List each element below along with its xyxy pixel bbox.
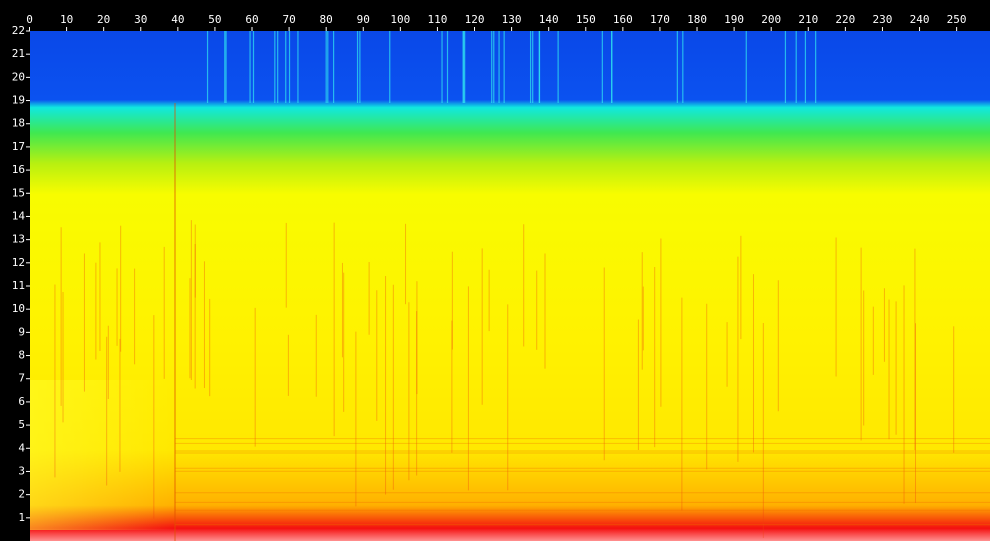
y-tick-label: 21 (12, 47, 25, 60)
x-tick-label: 80 (320, 13, 333, 26)
x-tick-label: 230 (873, 13, 893, 26)
x-tick-label: 50 (208, 13, 221, 26)
y-tick-label: 11 (12, 279, 25, 292)
x-tick-label: 170 (650, 13, 670, 26)
x-tick-label: 150 (576, 13, 596, 26)
streaks (54, 31, 990, 541)
x-tick-label: 160 (613, 13, 633, 26)
x-tick-label: 40 (171, 13, 184, 26)
x-tick-label: 200 (761, 13, 781, 26)
y-tick-label: 2 (18, 488, 25, 501)
x-tick-label: 240 (910, 13, 930, 26)
y-tick-label: 10 (12, 302, 25, 315)
y-tick-label: 12 (12, 256, 25, 269)
x-tick-label: 0 (26, 13, 33, 26)
y-tick-label: 18 (12, 117, 25, 130)
spectrogram (30, 31, 990, 541)
x-tick-label: 130 (502, 13, 522, 26)
x-tick-label: 210 (798, 13, 818, 26)
x-tick-label: 190 (724, 13, 744, 26)
y-tick-label: 17 (12, 140, 25, 153)
y-tick-label: 22 (12, 24, 25, 37)
y-tick-label: 6 (18, 395, 25, 408)
y-tick-label: 9 (18, 325, 25, 338)
y-tick-label: 5 (18, 418, 25, 431)
y-tick-label: 19 (12, 94, 25, 107)
y-tick-label: 8 (18, 349, 25, 362)
x-tick-label: 140 (539, 13, 559, 26)
x-tick-label: 30 (134, 13, 147, 26)
spectrogram-shade (30, 380, 175, 530)
x-tick-label: 250 (947, 13, 967, 26)
x-tick-label: 180 (687, 13, 707, 26)
x-tick-label: 100 (390, 13, 410, 26)
y-tick-label: 1 (18, 511, 25, 524)
y-tick-label: 3 (18, 464, 25, 477)
x-tick-label: 110 (427, 13, 447, 26)
y-tick-label: 13 (12, 233, 25, 246)
x-tick-label: 60 (245, 13, 258, 26)
y-tick-label: 20 (12, 70, 25, 83)
y-tick-label: 4 (18, 441, 25, 454)
axes: 0 10 20 30 40 50 60 70 80 90 100 110 120 130 140 150 160… (12, 13, 967, 524)
x-tick-label: 120 (465, 13, 485, 26)
x-tick-label: 70 (282, 13, 295, 26)
x-tick-label: 20 (97, 13, 110, 26)
y-tick-label: 15 (12, 186, 25, 199)
x-tick-label: 90 (357, 13, 370, 26)
x-tick-label: 220 (835, 13, 855, 26)
y-tick-label: 16 (12, 163, 25, 176)
y-tick-label: 14 (12, 209, 26, 222)
x-tick-label: 10 (60, 13, 73, 26)
y-tick-label: 7 (18, 372, 25, 385)
